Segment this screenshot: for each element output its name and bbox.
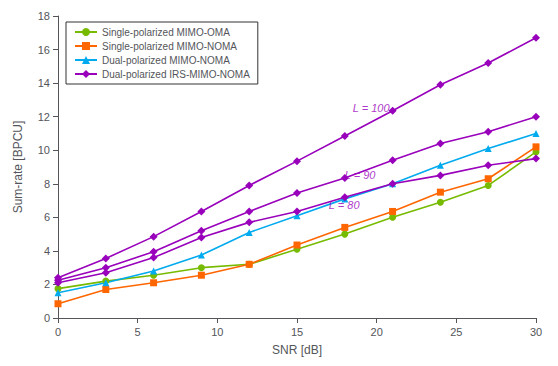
svg-text:6: 6 [44,211,50,223]
svg-text:10: 10 [38,144,50,156]
svg-text:SNR [dB]: SNR [dB] [272,343,322,357]
svg-text:15: 15 [291,326,303,338]
svg-text:L = 80: L = 80 [329,199,361,211]
svg-text:4: 4 [44,245,50,257]
svg-text:0: 0 [55,326,61,338]
svg-text:10: 10 [211,326,223,338]
svg-text:5: 5 [135,326,141,338]
svg-text:18: 18 [38,10,50,22]
svg-text:14: 14 [38,77,50,89]
svg-text:Single-polarized MIMO-NOMA: Single-polarized MIMO-NOMA [102,41,237,52]
svg-text:12: 12 [38,111,50,123]
svg-text:Dual-polarized MIMO-NOMA: Dual-polarized MIMO-NOMA [102,55,230,66]
svg-text:8: 8 [44,178,50,190]
svg-text:25: 25 [450,326,462,338]
svg-text:30: 30 [530,326,542,338]
svg-text:Dual-polarized IRS-MIMO-NOMA: Dual-polarized IRS-MIMO-NOMA [102,69,250,80]
svg-text:0: 0 [44,312,50,324]
svg-text:L = 90: L = 90 [345,169,377,181]
svg-text:20: 20 [371,326,383,338]
svg-text:2: 2 [44,278,50,290]
svg-text:16: 16 [38,44,50,56]
svg-text:Sum-rate [BPCU]: Sum-rate [BPCU] [11,121,25,214]
svg-text:Single-polarized MIMO-OMA: Single-polarized MIMO-OMA [102,27,230,38]
svg-text:L = 100: L = 100 [353,102,391,114]
